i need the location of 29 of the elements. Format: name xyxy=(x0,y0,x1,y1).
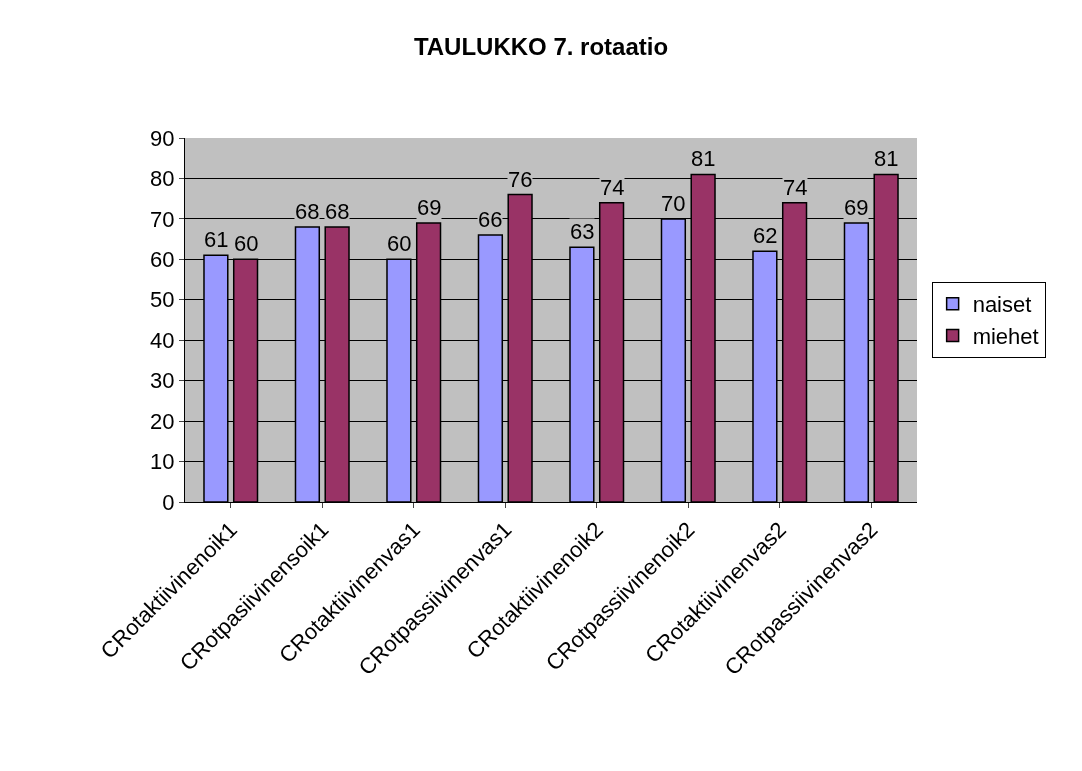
data-label: 60 xyxy=(234,231,259,256)
data-label: 70 xyxy=(661,191,686,216)
data-label: 62 xyxy=(753,223,778,248)
y-tick-label: 20 xyxy=(150,408,175,434)
data-label: 76 xyxy=(508,167,533,192)
data-label: 61 xyxy=(204,227,229,252)
y-tick-label: 10 xyxy=(150,449,175,475)
y-tick-label: 80 xyxy=(150,166,175,192)
data-label: 81 xyxy=(874,146,899,171)
y-tick-label: 0 xyxy=(162,489,175,515)
data-label: 66 xyxy=(478,207,503,232)
data-label: 60 xyxy=(387,231,412,256)
y-tick-label: 70 xyxy=(150,206,175,232)
data-label: 69 xyxy=(417,195,442,220)
data-label: 69 xyxy=(844,195,869,220)
data-label: 63 xyxy=(570,219,595,244)
legend-label: naiset xyxy=(972,292,1032,318)
data-label: 74 xyxy=(600,175,625,200)
legend-label: miehet xyxy=(972,323,1039,349)
data-label: 68 xyxy=(295,199,320,224)
data-label: 81 xyxy=(691,146,716,171)
y-tick-label: 60 xyxy=(150,247,175,273)
chart-title: TAULUKKO 7. rotaatio xyxy=(413,33,669,61)
y-tick-label: 30 xyxy=(150,368,175,394)
y-tick-label: 40 xyxy=(150,327,175,353)
data-label: 74 xyxy=(783,175,808,200)
y-tick-label: 50 xyxy=(150,287,175,313)
data-label: 68 xyxy=(325,199,350,224)
y-tick-label: 90 xyxy=(150,125,175,151)
